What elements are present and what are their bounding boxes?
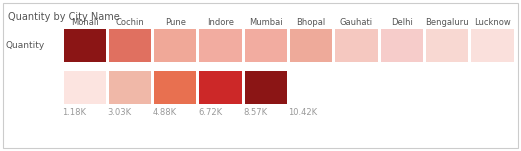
Text: Bengaluru: Bengaluru [425,18,469,27]
Bar [245,29,287,62]
Text: Indore: Indore [207,18,234,27]
Text: Mohali: Mohali [71,18,98,27]
Bar [381,29,423,62]
Bar [290,29,332,62]
Bar [200,71,242,104]
Bar [109,29,151,62]
Text: 1.18K: 1.18K [62,108,86,117]
Bar [426,29,468,62]
Text: Quantity: Quantity [5,41,44,50]
Text: Quantity by City Name: Quantity by City Name [8,12,120,22]
Text: Bhopal: Bhopal [296,18,326,27]
Text: 8.57K: 8.57K [243,108,267,117]
Bar [245,71,287,104]
Text: Cochin: Cochin [116,18,144,27]
Text: Delhi: Delhi [391,18,413,27]
Bar [200,29,242,62]
Text: 3.03K: 3.03K [107,108,131,117]
Bar [109,71,151,104]
Bar [336,29,378,62]
Text: 10.42K: 10.42K [289,108,318,117]
Text: Pune: Pune [165,18,186,27]
Bar [154,71,196,104]
Bar [471,29,514,62]
Text: 6.72K: 6.72K [198,108,222,117]
Text: Gauhati: Gauhati [340,18,373,27]
Text: Mumbai: Mumbai [249,18,283,27]
Bar [64,29,106,62]
Text: Lucknow: Lucknow [474,18,511,27]
Bar [64,71,106,104]
Text: 4.88K: 4.88K [153,108,177,117]
Bar [154,29,196,62]
